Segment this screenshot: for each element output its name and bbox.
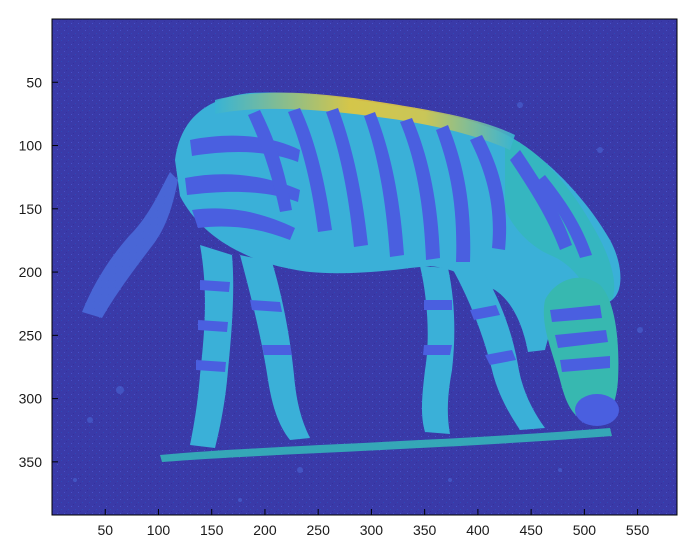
x-tick-label: 450	[519, 522, 543, 538]
zebra-muzzle	[575, 394, 619, 426]
axes-frame	[51, 18, 678, 516]
x-tick-label: 150	[200, 522, 224, 538]
x-tick-label: 350	[413, 522, 437, 538]
x-tick-label: 50	[97, 522, 113, 538]
ground-line	[160, 428, 612, 462]
x-tick-label: 300	[360, 522, 384, 538]
y-tick-label: 350	[19, 454, 43, 470]
y-tick-label: 100	[19, 138, 43, 154]
y-tick-label: 250	[19, 327, 43, 343]
y-axis: 50 100 150 200 250 300 350	[19, 74, 58, 470]
y-tick-label: 150	[19, 201, 43, 217]
y-tick-label: 50	[26, 74, 42, 90]
x-tick-label: 200	[253, 522, 277, 538]
x-tick-label: 400	[466, 522, 490, 538]
x-tick-label: 500	[573, 522, 597, 538]
image-area	[52, 19, 677, 515]
x-axis: 50 100 150 200 250 300 350 400 450 500 550	[97, 509, 649, 538]
ground-speckles	[73, 102, 643, 502]
zebra-tail	[82, 172, 178, 318]
zebra-back-highlight	[215, 92, 515, 150]
zebra-leg-stripes	[196, 280, 516, 372]
zebra-stripes	[185, 108, 610, 372]
y-tick-label: 300	[19, 391, 43, 407]
x-tick-label: 250	[307, 522, 331, 538]
y-tick-label: 200	[19, 264, 43, 280]
x-tick-label: 100	[147, 522, 171, 538]
x-tick-label: 550	[626, 522, 650, 538]
